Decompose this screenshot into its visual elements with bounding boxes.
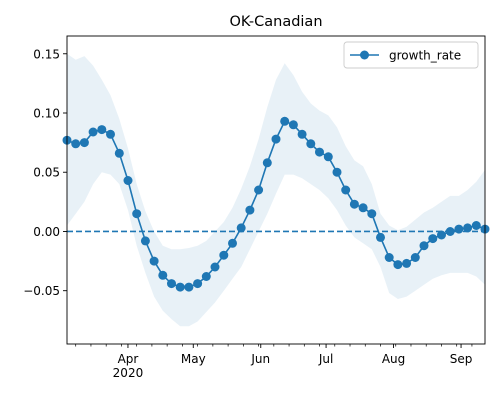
data-point — [332, 167, 342, 177]
data-point — [454, 224, 464, 234]
data-point — [228, 238, 237, 248]
data-point — [175, 282, 185, 292]
confidence-band-layer — [67, 53, 485, 327]
data-point — [419, 241, 429, 251]
data-point — [280, 116, 290, 126]
data-point — [367, 209, 377, 219]
data-point — [306, 139, 316, 149]
data-point — [132, 209, 142, 219]
data-point — [271, 134, 281, 144]
data-point — [358, 203, 368, 213]
x-tick-label: Jun — [250, 352, 270, 366]
data-point — [384, 253, 394, 262]
data-point — [184, 282, 194, 292]
data-point — [88, 127, 98, 137]
y-tick-label: −0.05 — [23, 284, 60, 298]
x-tick-label: Jul — [318, 352, 333, 366]
data-point — [114, 148, 124, 158]
x-tick-label: Sep — [450, 352, 473, 366]
series-marker-layer — [62, 116, 490, 292]
x-tick-label: Apr — [118, 352, 139, 366]
data-point — [323, 152, 333, 162]
y-tick-label: 0.15 — [33, 47, 60, 61]
data-point — [349, 199, 359, 209]
y-axis: 0.15 0.10 0.05 0.00 −0.05 — [23, 47, 67, 298]
legend-box — [343, 41, 479, 69]
x-tick-label: Aug — [382, 352, 405, 366]
data-point — [471, 221, 481, 230]
data-point — [262, 158, 272, 168]
plot-frame — [66, 35, 486, 345]
data-point — [79, 138, 89, 148]
data-point — [254, 185, 264, 195]
data-point — [437, 230, 446, 240]
chart-title: OK-Canadian — [229, 14, 322, 30]
data-point — [149, 256, 159, 266]
data-point — [97, 125, 107, 135]
data-point — [123, 176, 133, 185]
data-point — [167, 279, 176, 289]
y-tick-label: 0.10 — [33, 107, 60, 121]
confidence-band — [67, 53, 485, 327]
data-point — [402, 258, 412, 268]
data-point — [393, 260, 403, 270]
y-tick-label: 0.00 — [33, 225, 60, 239]
legend-label: growth_rate — [389, 49, 461, 63]
y-tick-label: 0.05 — [33, 166, 60, 180]
data-point — [463, 223, 473, 233]
data-point — [193, 279, 203, 289]
data-point — [288, 120, 298, 130]
data-point — [106, 129, 115, 139]
data-point — [71, 139, 81, 149]
legend: growth_rate — [343, 41, 479, 69]
data-point — [410, 253, 420, 262]
data-point — [376, 232, 385, 242]
data-point — [297, 129, 307, 139]
data-point — [341, 185, 351, 195]
data-point — [140, 236, 150, 246]
x-tick-label: May — [181, 352, 206, 366]
data-point — [445, 227, 455, 236]
legend-marker-swatch — [360, 50, 369, 60]
data-point — [158, 270, 168, 280]
x-tick-year-label: 2020 — [113, 366, 144, 380]
data-point — [219, 250, 229, 260]
data-point — [428, 234, 438, 244]
data-point — [236, 223, 246, 233]
data-point — [245, 205, 255, 215]
data-point — [210, 262, 220, 272]
data-point — [201, 272, 211, 281]
data-point — [315, 147, 324, 157]
